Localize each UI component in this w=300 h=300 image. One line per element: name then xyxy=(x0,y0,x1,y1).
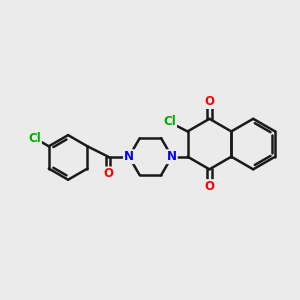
Text: Cl: Cl xyxy=(28,132,41,145)
Text: N: N xyxy=(124,150,134,163)
Text: O: O xyxy=(204,180,214,193)
Text: N: N xyxy=(167,150,177,163)
Text: Cl: Cl xyxy=(164,115,176,128)
Text: O: O xyxy=(204,95,214,108)
Text: O: O xyxy=(103,167,113,180)
